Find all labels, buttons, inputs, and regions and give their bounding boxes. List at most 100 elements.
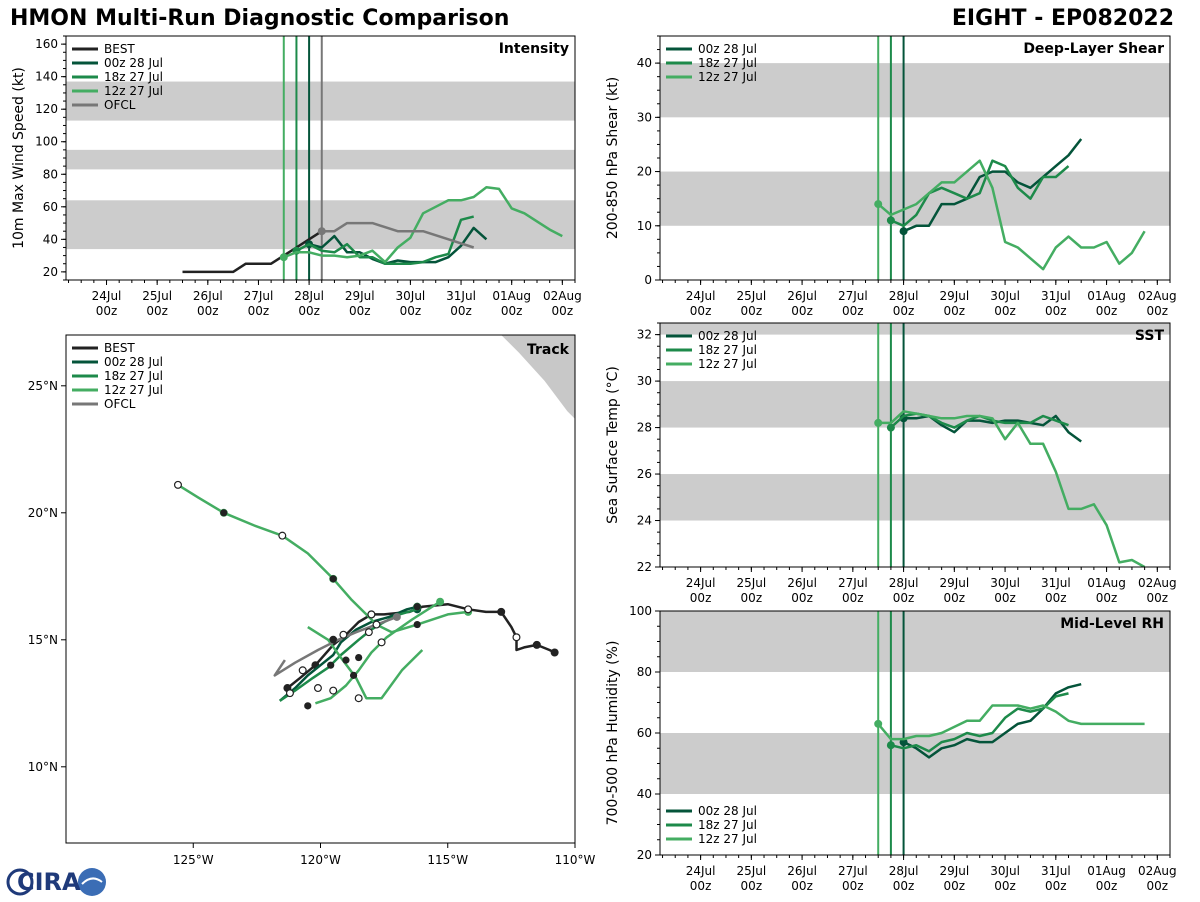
- track-line: [177, 483, 469, 634]
- legend-label: 18z 27 Jul: [104, 369, 163, 383]
- x-tick-label: 115°W: [427, 853, 468, 867]
- x-tick-date: 25Jul: [736, 864, 766, 878]
- x-tick-date: 02Aug: [543, 289, 582, 303]
- land-baja: [501, 335, 575, 419]
- track-marker-filled: [413, 603, 421, 611]
- track-marker-open: [464, 605, 473, 614]
- x-tick-hour: 00z: [690, 304, 712, 318]
- plot-area-track: [173, 335, 575, 710]
- x-tick-hour: 00z: [501, 304, 523, 318]
- x-tick-date: 01Aug: [1087, 864, 1126, 878]
- y-tick-label: 24: [637, 514, 652, 528]
- series-line: [308, 226, 488, 265]
- track-marker-filled: [551, 648, 559, 657]
- x-tick-date: 01Aug: [492, 289, 531, 303]
- x-tick-date: 28Jul: [889, 576, 919, 590]
- x-tick-date: 27Jul: [838, 289, 868, 303]
- cira-logo-mark: [6, 868, 106, 896]
- track-marker-open: [313, 684, 322, 693]
- band: [66, 149, 575, 170]
- x-tick-date: 28Jul: [889, 289, 919, 303]
- plot-frame: [65, 334, 576, 844]
- y-tick-label: 80: [637, 665, 652, 679]
- legend-label: 12z 27 Jul: [698, 832, 757, 846]
- x-tick-hour: 00z: [1096, 304, 1118, 318]
- series-start-point: [874, 200, 883, 209]
- x-tick-hour: 00z: [690, 879, 712, 893]
- y-tick-label: 40: [637, 787, 652, 801]
- y-tick-label: 28: [637, 421, 652, 435]
- x-tick-date: 24Jul: [92, 289, 122, 303]
- panel-intensity: 2040608010012014016024Jul00z25Jul00z26Ju…: [11, 35, 582, 318]
- track-marker-open: [278, 531, 287, 540]
- x-tick-date: 26Jul: [787, 289, 817, 303]
- x-tick-date: 29Jul: [939, 864, 969, 878]
- legend-label: OFCL: [104, 397, 136, 411]
- plot-area-shear: [660, 36, 1170, 280]
- x-tick-hour: 00z: [1147, 304, 1169, 318]
- x-tick-hour: 00z: [944, 591, 966, 605]
- x-tick-hour: 00z: [1096, 879, 1118, 893]
- x-tick-hour: 00z: [400, 304, 422, 318]
- x-tick-date: 24Jul: [686, 864, 716, 878]
- series-line: [877, 704, 1145, 741]
- x-tick-hour: 00z: [690, 591, 712, 605]
- cira-logo: CIRA: [4, 866, 108, 898]
- x-tick-date: 27Jul: [838, 576, 868, 590]
- x-tick-date: 27Jul: [244, 289, 274, 303]
- x-tick-hour: 00z: [298, 304, 320, 318]
- y-axis-label: 200-850 hPa Shear (kt): [605, 77, 621, 239]
- legend-label: 12z 27 Jul: [104, 383, 163, 397]
- x-tick-hour: 00z: [994, 879, 1016, 893]
- legend-label: 00z 28 Jul: [698, 804, 757, 818]
- panel-title: SST: [1135, 328, 1165, 344]
- series-line: [890, 159, 1070, 228]
- band: [660, 323, 1170, 335]
- x-tick-date: 26Jul: [787, 576, 817, 590]
- x-tick-date: 26Jul: [193, 289, 223, 303]
- y-tick-label: 20: [43, 265, 58, 279]
- band: [660, 474, 1170, 521]
- panel-rh: 2040608010024Jul00z25Jul00z26Jul00z27Jul…: [605, 604, 1177, 893]
- series-start-point: [874, 418, 883, 427]
- panel-shear: 01020304024Jul00z25Jul00z26Jul00z27Jul00…: [605, 35, 1177, 318]
- x-tick-date: 29Jul: [939, 289, 969, 303]
- track-marker-filled: [533, 641, 541, 649]
- y-tick-label: 10: [637, 219, 652, 233]
- panel-sst: 22242628303224Jul00z25Jul00z26Jul00z27Ju…: [605, 322, 1177, 605]
- x-tick-date: 30Jul: [990, 864, 1020, 878]
- legend-label: 18z 27 Jul: [698, 818, 757, 832]
- x-tick-hour: 00z: [349, 304, 371, 318]
- x-tick-date: 01Aug: [1087, 576, 1126, 590]
- track-point: [436, 597, 445, 606]
- x-tick-hour: 00z: [248, 304, 270, 318]
- series-start-point: [886, 423, 895, 432]
- series-line: [182, 230, 323, 274]
- x-tick-date: 02Aug: [1138, 864, 1177, 878]
- y-tick-label: 30: [637, 374, 652, 388]
- y-tick-label: 100: [35, 135, 58, 149]
- x-tick-hour: 00z: [741, 591, 763, 605]
- x-tick-hour: 00z: [1147, 591, 1169, 605]
- x-tick-hour: 00z: [741, 879, 763, 893]
- track-marker-open: [329, 686, 338, 695]
- legend-label: 00z 28 Jul: [104, 355, 163, 369]
- x-tick-hour: 00z: [1096, 591, 1118, 605]
- band: [66, 81, 575, 121]
- track-marker-filled: [355, 653, 363, 662]
- track-marker-open: [354, 694, 363, 703]
- y-tick-label: 30: [637, 110, 652, 124]
- x-tick-date: 30Jul: [990, 289, 1020, 303]
- band: [66, 200, 575, 250]
- x-tick-hour: 00z: [741, 304, 763, 318]
- x-tick-date: 24Jul: [686, 576, 716, 590]
- x-tick-hour: 00z: [944, 304, 966, 318]
- series-start-point: [886, 216, 895, 225]
- x-tick-hour: 00z: [146, 304, 168, 318]
- plot-area-intensity: [66, 36, 575, 280]
- x-tick-label: 120°W: [300, 853, 341, 867]
